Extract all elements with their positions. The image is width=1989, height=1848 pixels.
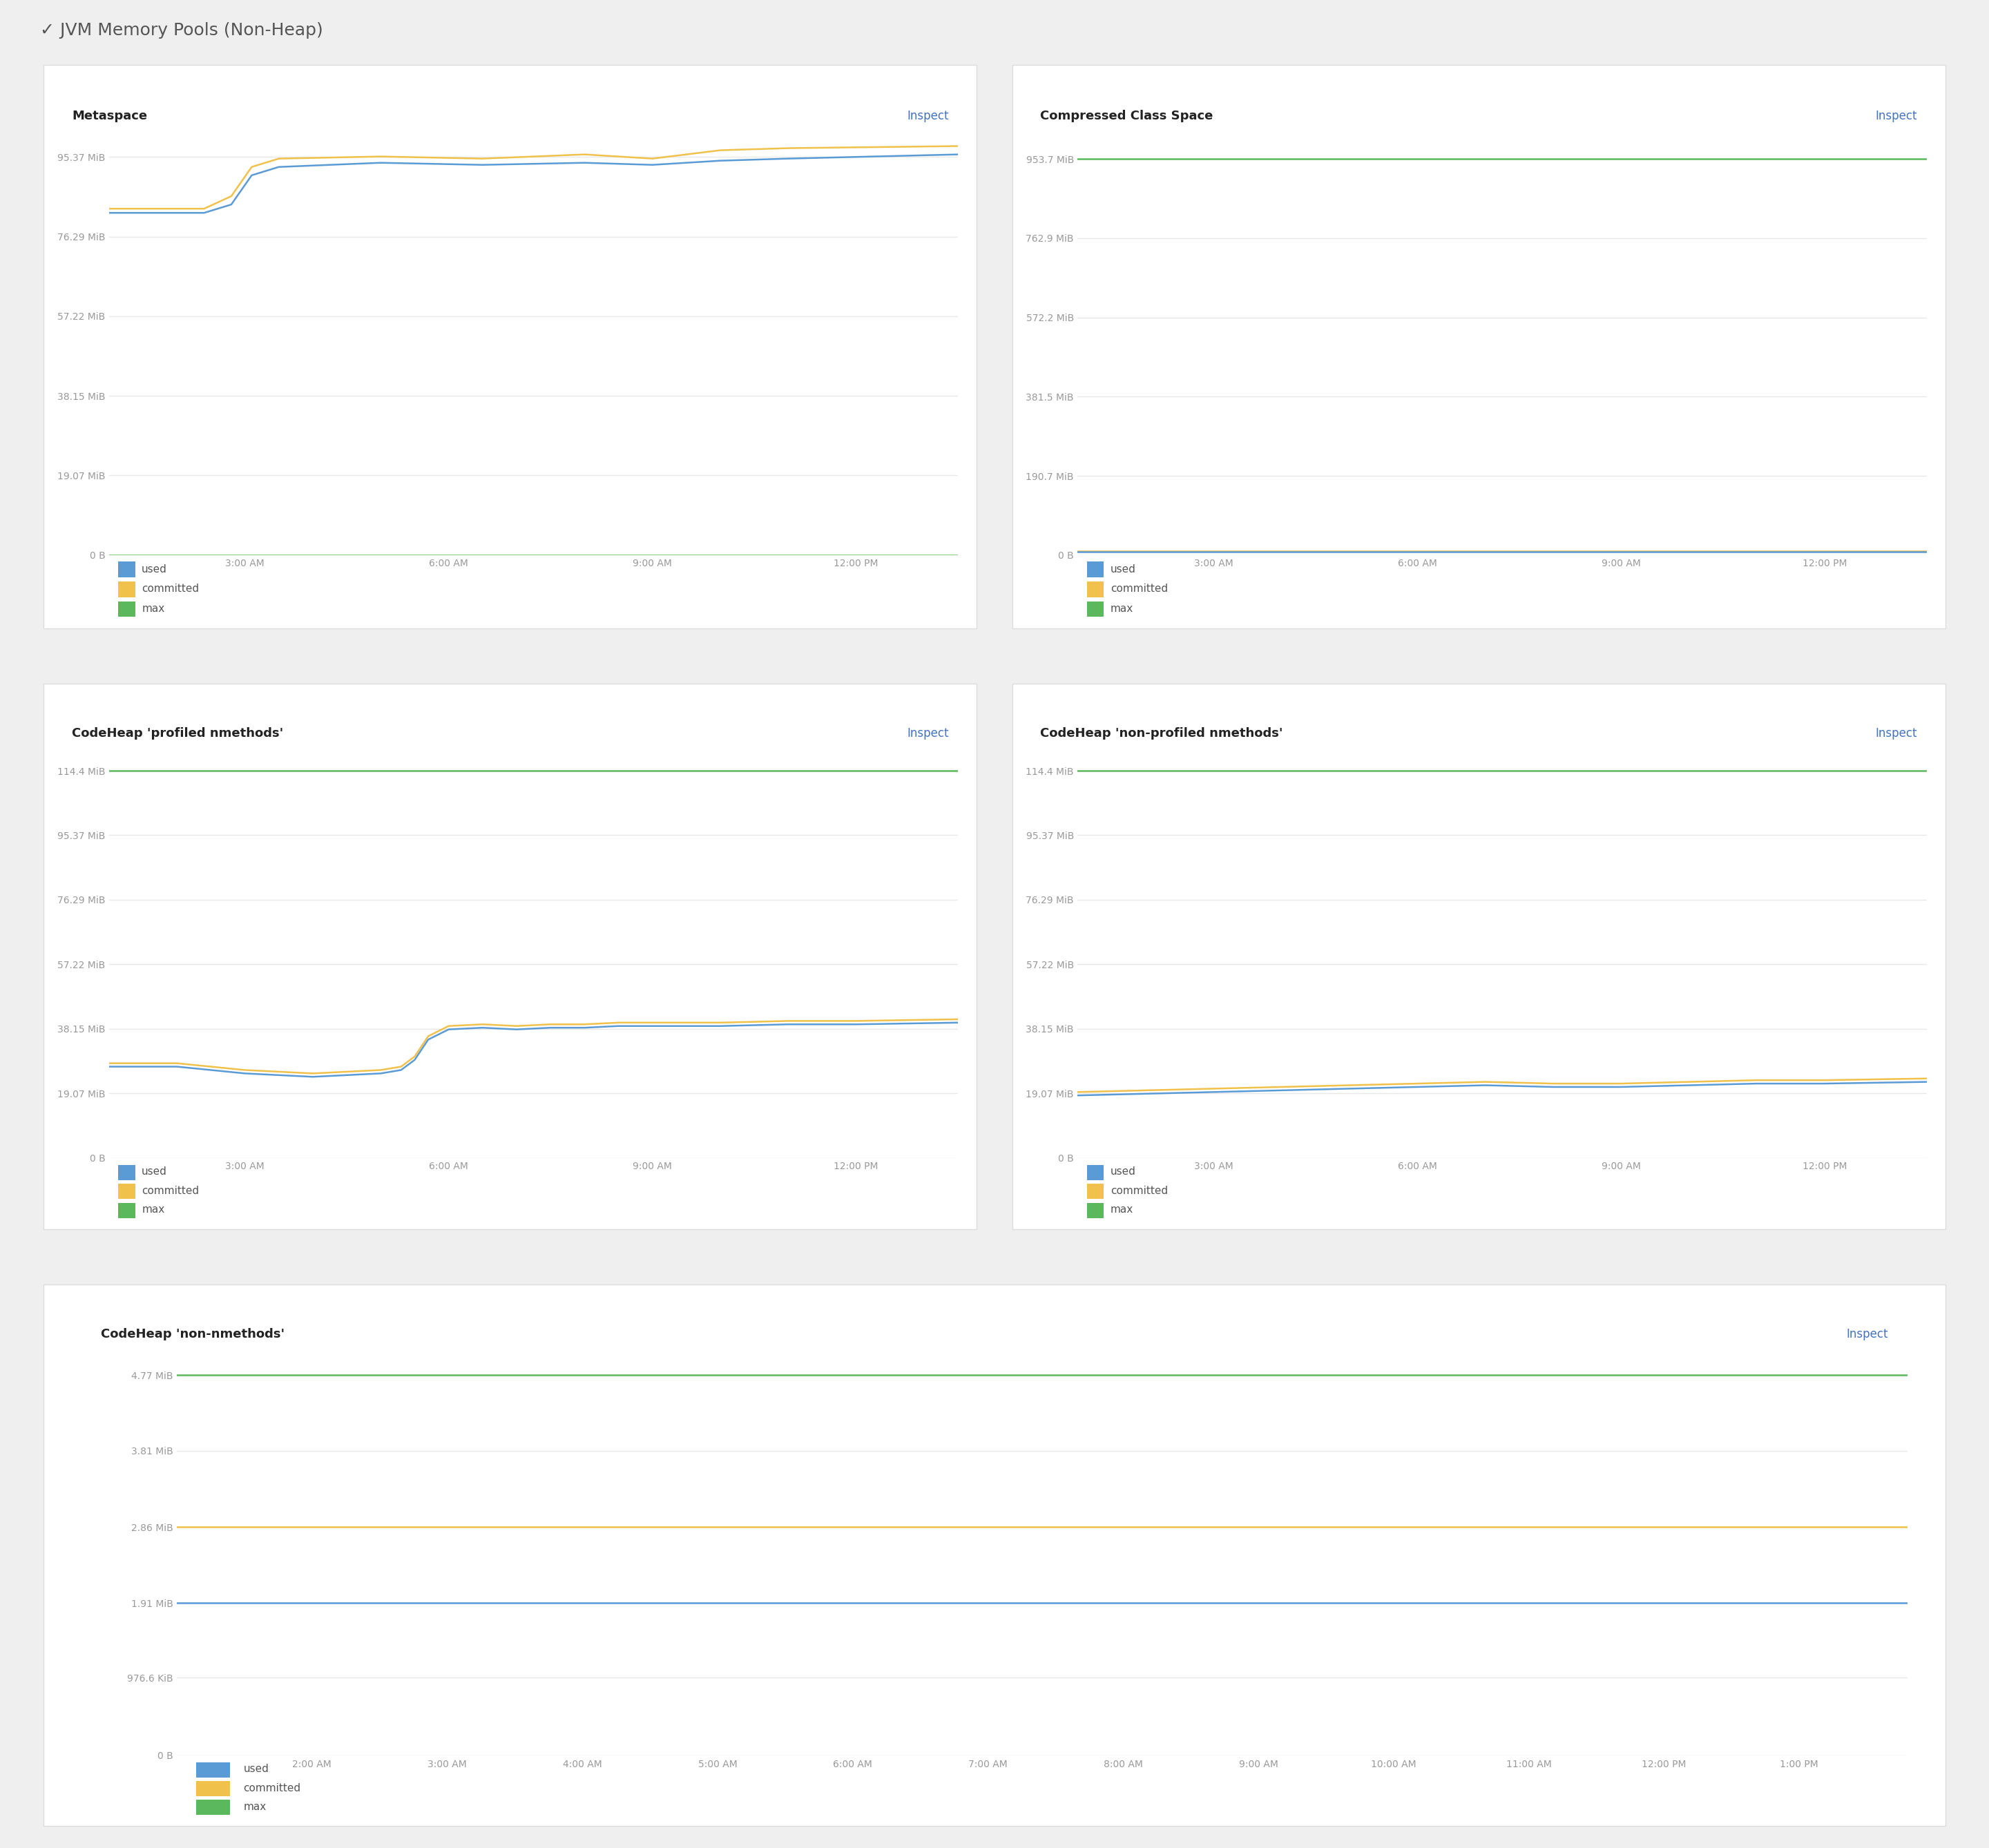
Text: used: used (141, 564, 167, 575)
Text: committed: committed (141, 584, 199, 593)
Text: Inspect: Inspect (1846, 1327, 1888, 1340)
Text: max: max (141, 604, 165, 614)
Text: max: max (1110, 604, 1134, 614)
Text: Inspect: Inspect (1876, 109, 1917, 122)
Text: max: max (141, 1205, 165, 1214)
Text: used: used (1110, 564, 1136, 575)
Text: Metaspace: Metaspace (72, 109, 147, 122)
Text: ✓ JVM Memory Pools (Non-Heap): ✓ JVM Memory Pools (Non-Heap) (40, 22, 322, 39)
Text: Inspect: Inspect (907, 109, 949, 122)
Text: committed: committed (1110, 584, 1168, 593)
Text: used: used (243, 1763, 269, 1774)
Text: max: max (1110, 1205, 1134, 1214)
Text: used: used (141, 1166, 167, 1177)
Text: CodeHeap 'non-nmethods': CodeHeap 'non-nmethods' (101, 1327, 284, 1340)
Text: committed: committed (1110, 1186, 1168, 1196)
Text: Inspect: Inspect (1876, 728, 1917, 739)
Text: committed: committed (243, 1783, 300, 1793)
Text: CodeHeap 'non-profiled nmethods': CodeHeap 'non-profiled nmethods' (1040, 728, 1283, 739)
Text: CodeHeap 'profiled nmethods': CodeHeap 'profiled nmethods' (72, 728, 282, 739)
Text: Inspect: Inspect (907, 728, 949, 739)
Text: max: max (243, 1802, 267, 1813)
Text: Compressed Class Space: Compressed Class Space (1040, 109, 1213, 122)
Text: used: used (1110, 1166, 1136, 1177)
Text: committed: committed (141, 1186, 199, 1196)
